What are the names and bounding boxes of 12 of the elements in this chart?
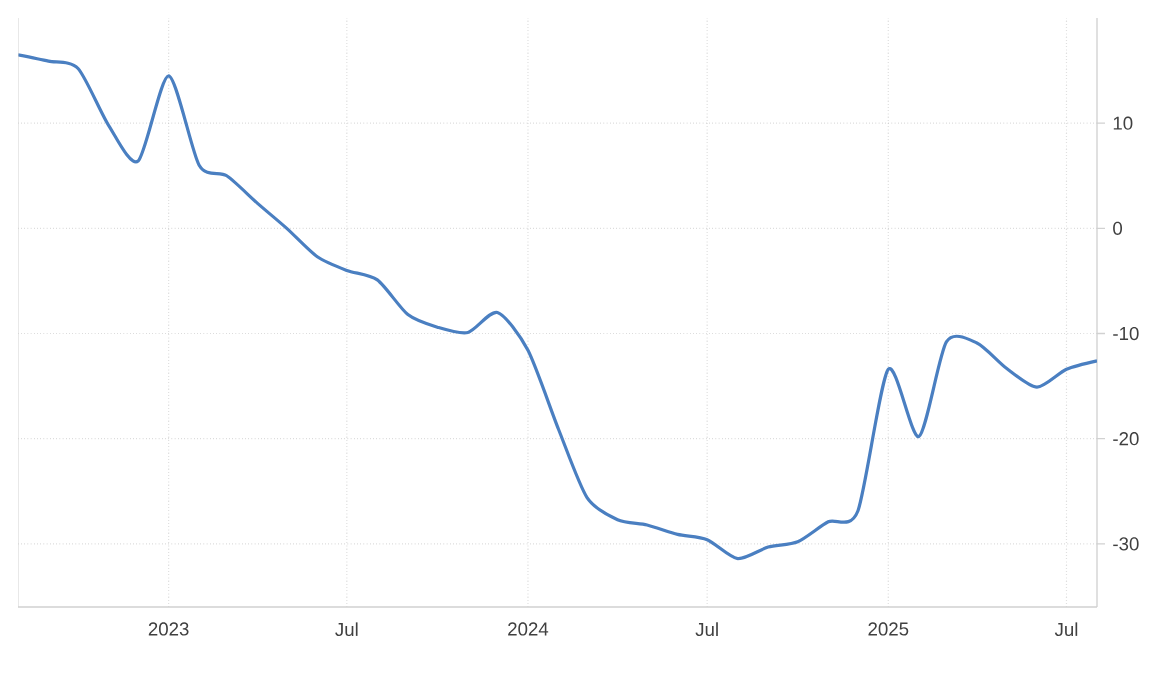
y-tick-label: 10 (1113, 116, 1133, 130)
y-tick-label: 0 (1113, 221, 1123, 235)
y-tick-label: -30 (1113, 537, 1139, 551)
line-series (18, 53, 1097, 561)
x-tick-label: 2023 (148, 622, 189, 636)
x-tick-label: Jul (335, 622, 358, 637)
y-tick-label: -20 (1113, 432, 1139, 446)
x-tick-label: Jul (1054, 622, 1078, 637)
x-tick-label: 2024 (508, 622, 549, 636)
y-tick-label: -10 (1113, 326, 1139, 341)
x-tick-label: Jul (695, 622, 718, 637)
x-tick-label: 2025 (868, 622, 909, 636)
